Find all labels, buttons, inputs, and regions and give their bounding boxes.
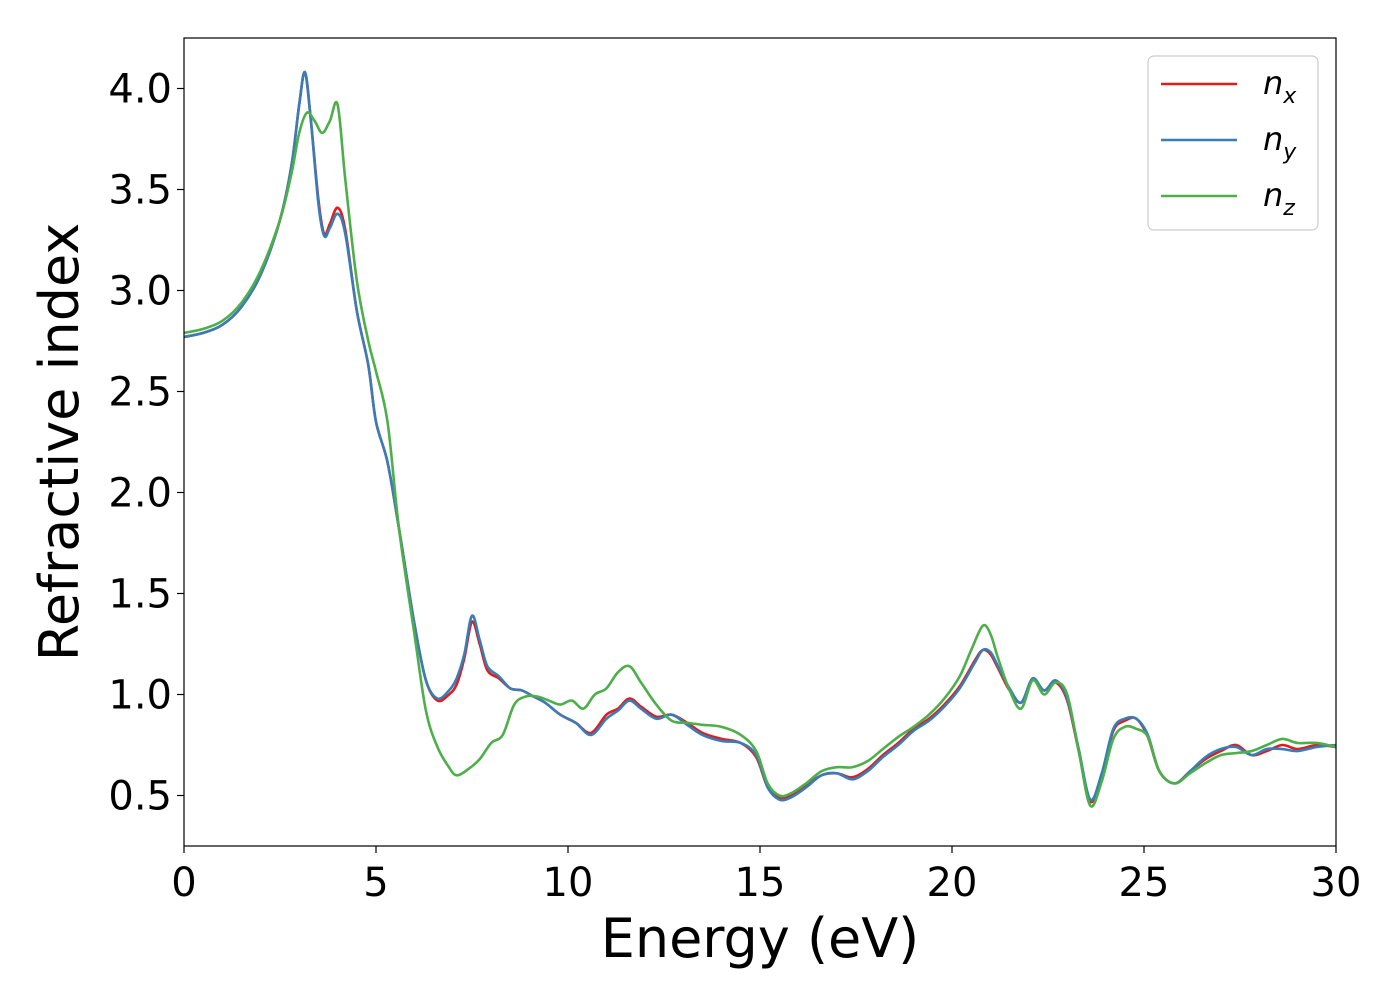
series-line-ny xyxy=(184,71,1336,802)
x-tick-label: 5 xyxy=(363,860,388,906)
legend-label-nz: nz xyxy=(1263,176,1295,221)
series-layer xyxy=(184,71,1336,808)
x-axis-ticks: 0 5 10 15 20 25 30 xyxy=(171,846,1361,906)
y-tick-label: 0.5 xyxy=(108,774,172,820)
y-tick-label: 3.0 xyxy=(108,269,172,315)
x-tick-label: 0 xyxy=(171,860,196,906)
y-axis-ticks: 0.5 1.0 1.5 2.0 2.5 3.0 3.5 4.0 xyxy=(108,67,184,820)
x-axis-label: Energy (eV) xyxy=(601,907,920,970)
y-tick-label: 3.5 xyxy=(108,168,172,214)
x-tick-label: 25 xyxy=(1119,860,1170,906)
legend-label-ny: ny xyxy=(1263,120,1297,165)
y-tick-label: 2.0 xyxy=(108,471,172,517)
x-tick-label: 10 xyxy=(543,860,594,906)
x-tick-label: 15 xyxy=(735,860,786,906)
y-tick-label: 2.5 xyxy=(108,370,172,416)
x-tick-label: 30 xyxy=(1311,860,1362,906)
y-tick-label: 4.0 xyxy=(108,67,172,113)
y-axis-label: Refractive index xyxy=(28,223,91,662)
legend: nx ny nz xyxy=(1147,55,1319,231)
series-line-nz xyxy=(184,101,1336,808)
legend-label-nx: nx xyxy=(1263,64,1297,109)
legend-box xyxy=(1147,55,1319,231)
x-tick-label: 20 xyxy=(927,860,978,906)
y-tick-label: 1.0 xyxy=(108,673,172,719)
y-tick-label: 1.5 xyxy=(108,572,172,618)
